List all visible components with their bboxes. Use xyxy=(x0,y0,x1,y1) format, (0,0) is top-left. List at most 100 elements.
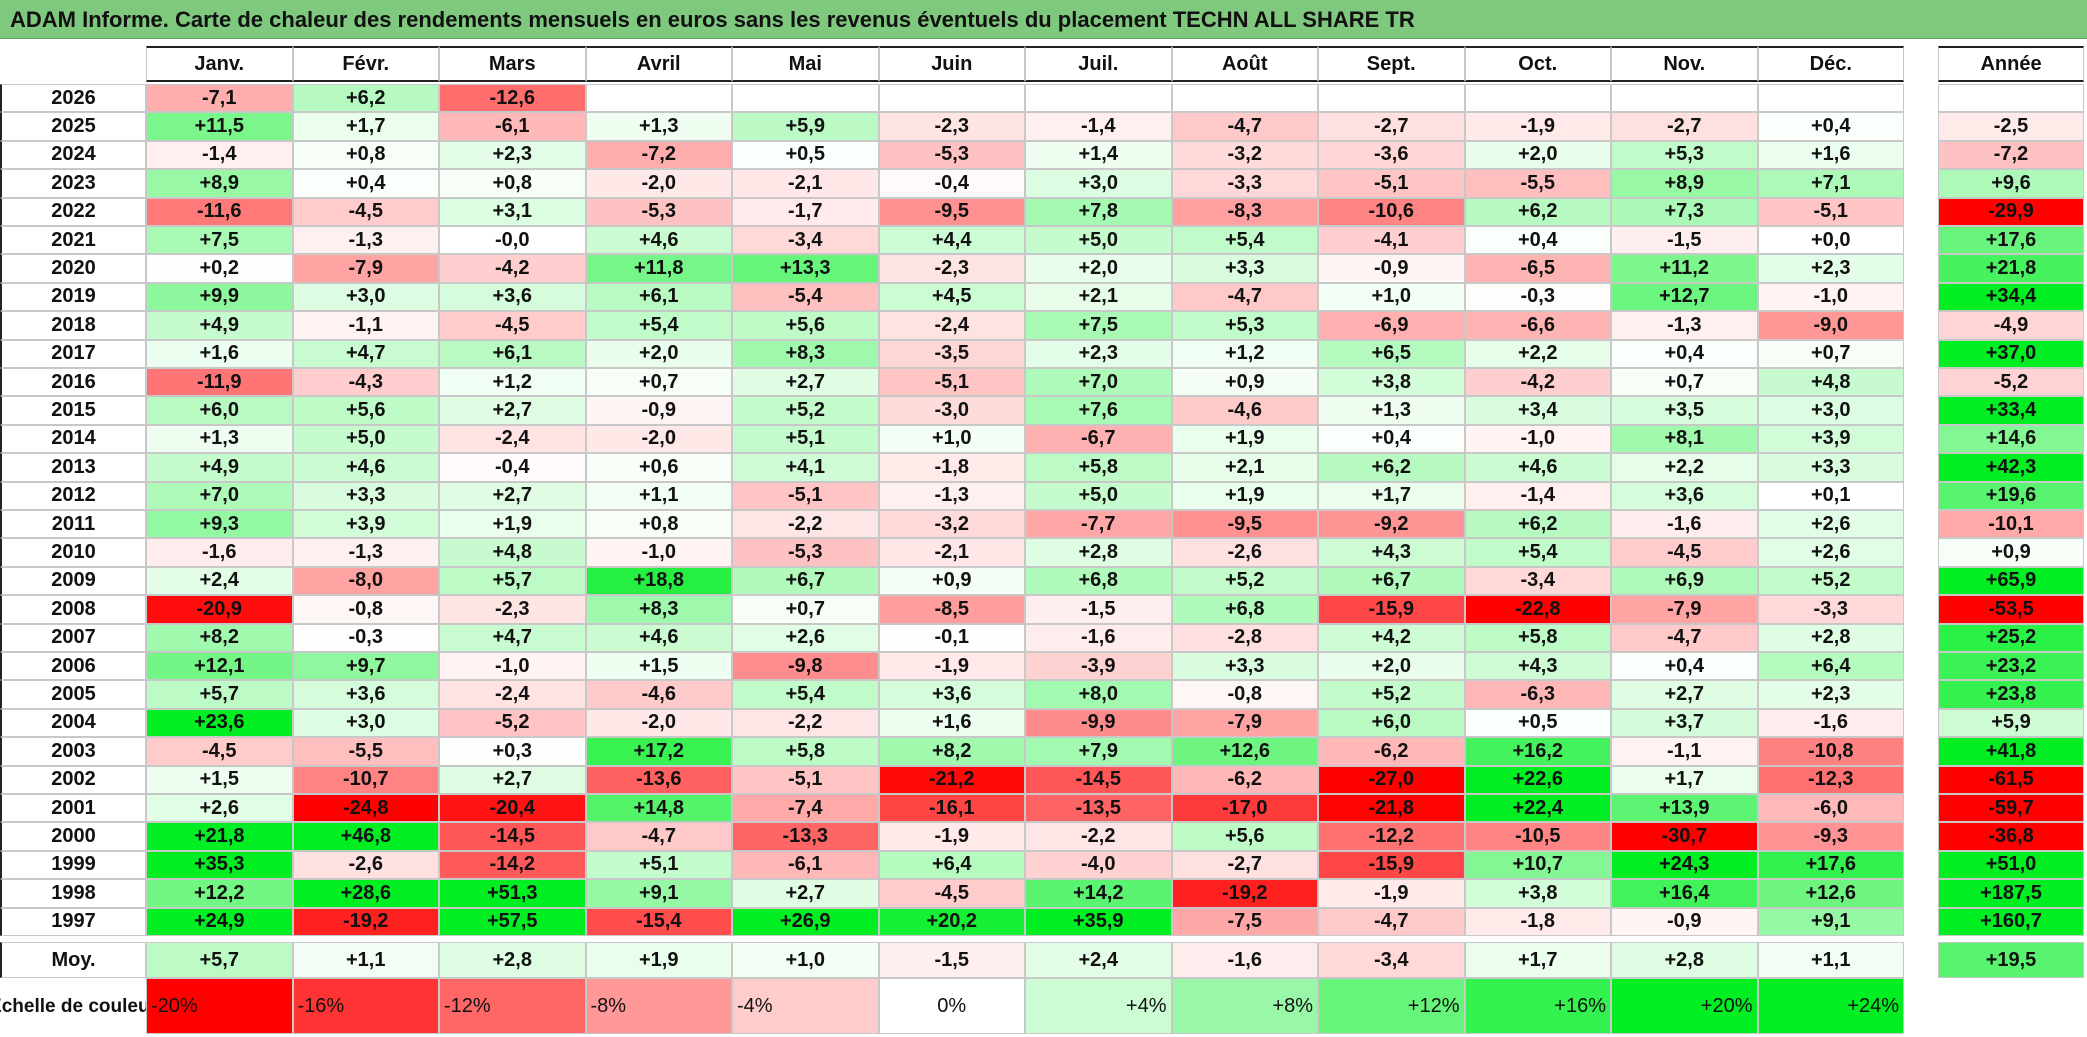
scale-swatch: -16% xyxy=(292,978,439,1034)
heatmap-cell: +0,7 xyxy=(732,595,879,624)
heatmap-cell: +9,1 xyxy=(1757,907,1904,936)
annual-cell-2004: +5,9 xyxy=(1938,708,2084,738)
heatmap-cell: -1,0 xyxy=(1464,424,1611,454)
heatmap-cell: -2,6 xyxy=(292,850,439,880)
heatmap-cell: -1,7 xyxy=(732,197,879,226)
heatmap-cell: -5,4 xyxy=(732,282,879,312)
heatmap-cell: +3,8 xyxy=(1318,368,1465,397)
heatmap-cell: -0,9 xyxy=(1318,254,1465,283)
heatmap-cell: +0,2 xyxy=(146,254,293,283)
heatmap-cell: +5,7 xyxy=(439,566,586,596)
year-label-2005: 2005 xyxy=(0,680,146,709)
heatmap-cell: +3,3 xyxy=(1171,652,1318,681)
heatmap-cell xyxy=(1025,84,1172,113)
heatmap-cell: +12,7 xyxy=(1611,282,1758,312)
year-label-1997: 1997 xyxy=(0,907,146,936)
heatmap-cell: -15,9 xyxy=(1318,850,1465,880)
heatmap-cell: -2,2 xyxy=(732,708,879,738)
heatmap-cell: -0,4 xyxy=(878,169,1025,198)
heatmap-cell: +5,2 xyxy=(732,396,879,425)
heatmap-cell: +0,4 xyxy=(1611,339,1758,368)
heatmap-cell: -4,2 xyxy=(1464,368,1611,397)
heatmap-cell: -12,2 xyxy=(1318,822,1465,851)
heatmap-cell: +7,5 xyxy=(1025,311,1172,340)
scale-swatch: +4% xyxy=(1025,978,1172,1034)
heatmap-cell: -2,7 xyxy=(1318,112,1465,141)
heatmap-cell: +1,3 xyxy=(146,424,293,454)
annual-cell-2012: +19,6 xyxy=(1938,481,2084,510)
heatmap-cell: +14,2 xyxy=(1025,879,1172,908)
annual-cell-2003: +41,8 xyxy=(1938,737,2084,766)
heatmap-cell: +46,8 xyxy=(292,822,439,851)
average-annual-cell: +19,5 xyxy=(1938,942,2084,978)
heatmap-cell: +1,9 xyxy=(439,510,586,539)
annual-cell-2015: +33,4 xyxy=(1938,396,2084,425)
heatmap-cell: +5,4 xyxy=(732,680,879,709)
average-cell: -3,4 xyxy=(1318,942,1465,978)
heatmap-cell: -4,1 xyxy=(1318,226,1465,255)
heatmap-cell: -3,2 xyxy=(1171,140,1318,170)
heatmap-cell: -6,5 xyxy=(1464,254,1611,283)
heatmap-cell: +5,2 xyxy=(1318,680,1465,709)
heatmap-cell: +2,1 xyxy=(1025,282,1172,312)
heatmap-cell: +1,7 xyxy=(1611,765,1758,794)
heatmap-cell: +5,0 xyxy=(1025,226,1172,255)
month-header-11: Nov. xyxy=(1611,46,1758,82)
month-header-8: Août xyxy=(1171,46,1318,82)
annual-cell-2000: -36,8 xyxy=(1938,822,2084,851)
heatmap-cell: +2,0 xyxy=(1464,140,1611,170)
heatmap-cell: +11,2 xyxy=(1611,254,1758,283)
heatmap-cell: +2,2 xyxy=(1611,453,1758,482)
heatmap-cell: +1,9 xyxy=(1171,424,1318,454)
heatmap-cell: -0,0 xyxy=(439,226,586,255)
heatmap-cell: +0,4 xyxy=(1757,112,1904,141)
year-label-2000: 2000 xyxy=(0,822,146,851)
heatmap-cell: +3,7 xyxy=(1611,708,1758,738)
heatmap-cell: +1,2 xyxy=(439,368,586,397)
heatmap-cell: +5,0 xyxy=(1025,481,1172,510)
heatmap-cell: -3,3 xyxy=(1171,169,1318,198)
heatmap-cell: +9,3 xyxy=(146,510,293,539)
heatmap-cell: +3,0 xyxy=(1025,169,1172,198)
annual-cell-2008: -53,5 xyxy=(1938,595,2084,624)
scale-label: Echelle de couleur xyxy=(0,978,146,1034)
heatmap-cell: -1,8 xyxy=(878,453,1025,482)
heatmap-cell: -3,0 xyxy=(878,396,1025,425)
heatmap-cell: +5,8 xyxy=(732,737,879,766)
heatmap-cell: -1,3 xyxy=(292,226,439,255)
annual-cell-2001: -59,7 xyxy=(1938,794,2084,823)
heatmap-cell: -1,3 xyxy=(292,538,439,567)
heatmap-cell: +13,3 xyxy=(732,254,879,283)
heatmap-cell: +2,6 xyxy=(732,623,879,652)
heatmap-cell: +3,6 xyxy=(878,680,1025,709)
heatmap-cell: +10,7 xyxy=(1464,850,1611,880)
heatmap-cell: -11,6 xyxy=(146,197,293,226)
heatmap-cell: -0,8 xyxy=(1171,680,1318,709)
heatmap-cell: +0,4 xyxy=(1464,226,1611,255)
heatmap-cell: +3,3 xyxy=(1757,453,1904,482)
heatmap-cell xyxy=(1757,84,1904,113)
month-header-9: Sept. xyxy=(1318,46,1465,82)
heatmap-cell xyxy=(1611,84,1758,113)
heatmap-cell: -4,3 xyxy=(292,368,439,397)
heatmap-cell: -1,0 xyxy=(439,652,586,681)
heatmap-cell: +1,9 xyxy=(1171,481,1318,510)
heatmap-cell: +0,7 xyxy=(585,368,732,397)
heatmap-cell: +24,9 xyxy=(146,907,293,936)
year-label-2003: 2003 xyxy=(0,737,146,766)
heatmap-cell: -1,6 xyxy=(146,538,293,567)
heatmap-cell: -2,4 xyxy=(878,311,1025,340)
heatmap-cell: +2,0 xyxy=(1318,652,1465,681)
heatmap-cell: -1,8 xyxy=(1464,907,1611,936)
heatmap-cell: +2,1 xyxy=(1171,453,1318,482)
heatmap-cell: +6,8 xyxy=(1025,566,1172,596)
heatmap-cell: +8,2 xyxy=(146,623,293,652)
heatmap-cell: +6,1 xyxy=(585,282,732,312)
heatmap-cell: -6,1 xyxy=(439,112,586,141)
heatmap-cell: -14,5 xyxy=(1025,765,1172,794)
heatmap-cell: -5,5 xyxy=(292,737,439,766)
annual-cell-2023: +9,6 xyxy=(1938,169,2084,198)
heatmap-cell: -0,8 xyxy=(292,595,439,624)
heatmap-cell: +2,3 xyxy=(1757,254,1904,283)
heatmap-cell: +6,2 xyxy=(1464,197,1611,226)
